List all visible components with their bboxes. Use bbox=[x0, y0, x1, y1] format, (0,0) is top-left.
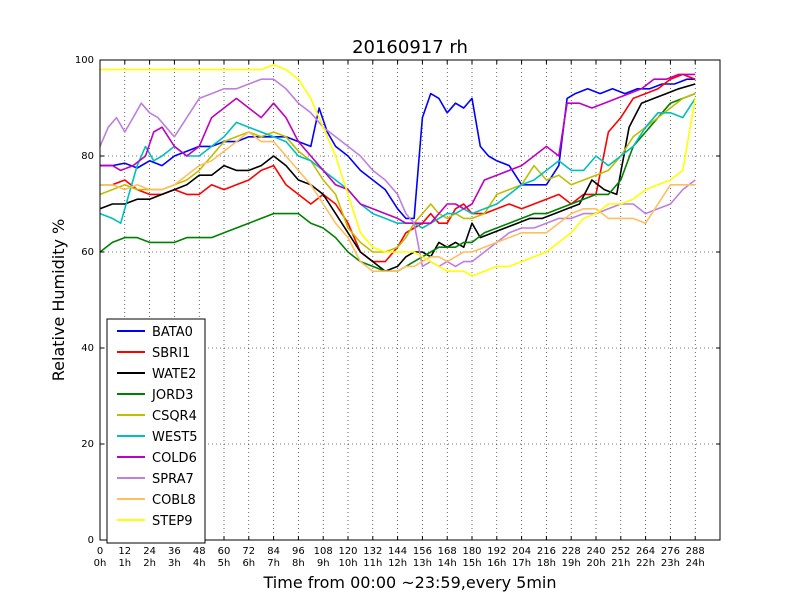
x-tick-sublabel: 13h bbox=[413, 558, 432, 569]
x-tick-label: 36 bbox=[168, 546, 181, 557]
x-tick-label: 48 bbox=[193, 546, 206, 557]
x-tick-label: 12 bbox=[118, 546, 131, 557]
x-tick-label: 168 bbox=[438, 546, 457, 557]
x-tick-sublabel: 0h bbox=[94, 558, 107, 569]
series-line-cold6 bbox=[100, 73, 696, 224]
x-tick-label: 240 bbox=[586, 546, 605, 557]
x-tick-label: 132 bbox=[363, 546, 382, 557]
x-tick-sublabel: 11h bbox=[363, 558, 382, 569]
x-tick-sublabel: 20h bbox=[586, 558, 605, 569]
x-tick-label: 252 bbox=[611, 546, 630, 557]
legend-label-bata0: BATA0 bbox=[152, 325, 193, 340]
legend-label-wate2: WATE2 bbox=[152, 367, 196, 382]
plot-frame bbox=[99, 59, 721, 541]
y-tick-label: 80 bbox=[81, 151, 94, 162]
series-line-step9 bbox=[100, 64, 696, 277]
y-tick-label: 40 bbox=[81, 343, 94, 354]
x-tick-sublabel: 22h bbox=[636, 558, 655, 569]
series-line-spra7 bbox=[99, 78, 696, 268]
x-tick-label: 60 bbox=[218, 546, 231, 557]
x-tick-sublabel: 4h bbox=[193, 558, 206, 569]
x-tick-label: 288 bbox=[686, 546, 705, 557]
x-tick-sublabel: 14h bbox=[438, 558, 457, 569]
x-tick-label: 96 bbox=[292, 546, 305, 557]
legend-label-cold6: COLD6 bbox=[152, 451, 197, 466]
series-line-wate2 bbox=[99, 83, 696, 272]
legend-label-step9: STEP9 bbox=[152, 514, 193, 529]
x-tick-sublabel: 15h bbox=[462, 558, 481, 569]
x-tick-label: 228 bbox=[562, 546, 581, 557]
x-tick-label: 0 bbox=[97, 546, 103, 557]
x-tick-label: 108 bbox=[314, 546, 333, 557]
x-tick-label: 72 bbox=[242, 546, 255, 557]
series-line-jord3 bbox=[99, 92, 696, 272]
x-tick-label: 180 bbox=[462, 546, 481, 557]
x-tick-sublabel: 19h bbox=[562, 558, 581, 569]
x-tick-sublabel: 21h bbox=[611, 558, 630, 569]
x-tick-label: 144 bbox=[388, 546, 407, 557]
y-tick-label: 0 bbox=[88, 535, 94, 546]
y-tick-label: 60 bbox=[81, 247, 94, 258]
x-tick-label: 84 bbox=[267, 546, 280, 557]
x-tick-sublabel: 5h bbox=[218, 558, 231, 569]
x-tick-sublabel: 18h bbox=[537, 558, 556, 569]
x-tick-label: 216 bbox=[537, 546, 556, 557]
x-tick-sublabel: 12h bbox=[388, 558, 407, 569]
x-tick-label: 156 bbox=[413, 546, 432, 557]
x-tick-label: 204 bbox=[512, 546, 531, 557]
x-tick-sublabel: 16h bbox=[487, 558, 506, 569]
y-tick-label: 20 bbox=[81, 439, 94, 450]
series-lines bbox=[99, 64, 696, 277]
y-axis-label: Relative Humidity % bbox=[49, 219, 68, 381]
legend-box bbox=[106, 318, 206, 544]
x-tick-sublabel: 9h bbox=[317, 558, 330, 569]
x-tick-sublabel: 8h bbox=[292, 558, 305, 569]
x-axis-label: Time from 00:00 ~23:59,every 5min bbox=[263, 573, 557, 592]
legend-label-spra7: SPRA7 bbox=[152, 472, 194, 487]
x-tick-sublabel: 23h bbox=[661, 558, 680, 569]
x-tick-label: 276 bbox=[661, 546, 680, 557]
x-tick-sublabel: 10h bbox=[338, 558, 357, 569]
axes: 00h121h242h363h484h605h726h847h968h1089h… bbox=[75, 55, 721, 569]
legend-label-jord3: JORD3 bbox=[151, 388, 193, 403]
legend-label-csqr4: CSQR4 bbox=[152, 409, 197, 424]
y-tick-label: 100 bbox=[75, 55, 94, 66]
legend-label-sbri1: SBRI1 bbox=[152, 346, 190, 361]
x-tick-sublabel: 7h bbox=[267, 558, 280, 569]
legend: BATA0 SBRI1 WATE2 JORD3 CSQR4 WEST5 COLD6 SPRA7… bbox=[106, 318, 206, 544]
x-tick-sublabel: 17h bbox=[512, 558, 531, 569]
x-tick-label: 120 bbox=[338, 546, 357, 557]
x-tick-label: 264 bbox=[636, 546, 655, 557]
x-tick-sublabel: 1h bbox=[118, 558, 131, 569]
legend-label-cobl8: COBL8 bbox=[152, 493, 196, 508]
series-line-cobl8 bbox=[100, 131, 696, 272]
x-tick-label: 192 bbox=[487, 546, 506, 557]
x-tick-sublabel: 24h bbox=[686, 558, 705, 569]
x-tick-label: 24 bbox=[143, 546, 156, 557]
x-tick-sublabel: 2h bbox=[143, 558, 156, 569]
x-tick-sublabel: 6h bbox=[242, 558, 255, 569]
x-tick-sublabel: 3h bbox=[168, 558, 181, 569]
legend-label-west5: WEST5 bbox=[152, 430, 198, 445]
chart-title: 20160917 rh bbox=[352, 37, 468, 58]
